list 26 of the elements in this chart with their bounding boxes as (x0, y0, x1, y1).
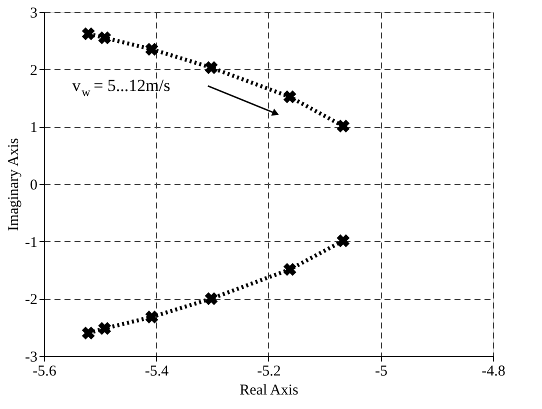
point (336, 234, 350, 248)
y-tick-label: 2 (30, 62, 38, 79)
x-axis-title: Real Axis (240, 382, 299, 398)
point (336, 120, 350, 133)
point (204, 61, 218, 74)
y-tick-label: 1 (30, 120, 38, 136)
x-tick-label: -4.8 (482, 364, 506, 380)
point (82, 326, 95, 340)
y-tick-label: -1 (25, 234, 38, 251)
x-tick-label: -5.4 (144, 364, 170, 380)
point (98, 31, 112, 44)
y-tick-label: 3 (30, 6, 38, 22)
x-tick-label: -5.6 (32, 364, 57, 380)
point (283, 262, 296, 276)
point (145, 42, 158, 56)
y-axis-title: Imaginary Axis (6, 138, 22, 231)
point (82, 27, 95, 40)
point (145, 310, 158, 324)
x-tick-label: -5.2 (257, 364, 281, 380)
y-tick-label: -3 (25, 350, 38, 366)
x-tick-label: -5 (375, 364, 388, 380)
point (283, 90, 296, 104)
point (204, 292, 218, 306)
point (98, 322, 112, 335)
y-tick-label: -2 (25, 292, 38, 308)
y-tick-label: 0 (30, 178, 38, 194)
